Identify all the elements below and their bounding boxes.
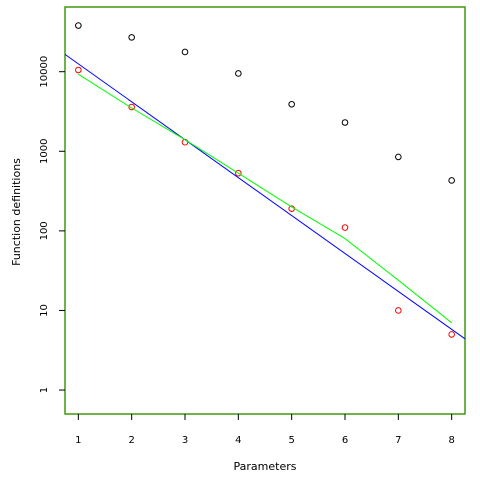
data-point [448, 331, 455, 338]
x-tick-label: 4 [235, 435, 241, 446]
data-point [448, 177, 455, 184]
y-tick-label: 100 [39, 221, 50, 240]
x-tick-label: 3 [182, 435, 188, 446]
axes-group: 1 2 3 4 5 6 7 8 1 10 100 1000 10000 [39, 6, 466, 446]
data-point [181, 48, 189, 56]
y-axis-title: Function definitions [10, 158, 23, 266]
series-line [78, 73, 453, 324]
data-point [128, 34, 135, 41]
plot-frame [64, 6, 466, 415]
data-point [341, 119, 349, 126]
data-point [235, 169, 242, 177]
y-tick-label: 10 [39, 304, 50, 317]
series-group [64, 22, 466, 340]
x-tick-label: 5 [288, 435, 294, 446]
y-tick-label: 1 [39, 387, 50, 393]
x-axis-title: Parameters [234, 460, 297, 473]
y-tick-label: 10000 [39, 56, 50, 88]
y-tick-label: 1000 [39, 139, 50, 164]
x-tick-label: 6 [342, 435, 348, 446]
data-point [395, 307, 402, 314]
data-point [235, 70, 242, 77]
data-point [128, 103, 135, 111]
x-tick-label: 7 [395, 435, 401, 446]
data-point [395, 153, 402, 161]
x-tick-label: 8 [448, 435, 454, 446]
data-point [341, 224, 349, 231]
x-tick-label: 2 [128, 435, 134, 446]
data-point [75, 66, 82, 74]
data-point [288, 100, 295, 108]
series-line [64, 53, 466, 340]
x-tick-label: 1 [75, 435, 81, 446]
data-point [75, 22, 82, 29]
